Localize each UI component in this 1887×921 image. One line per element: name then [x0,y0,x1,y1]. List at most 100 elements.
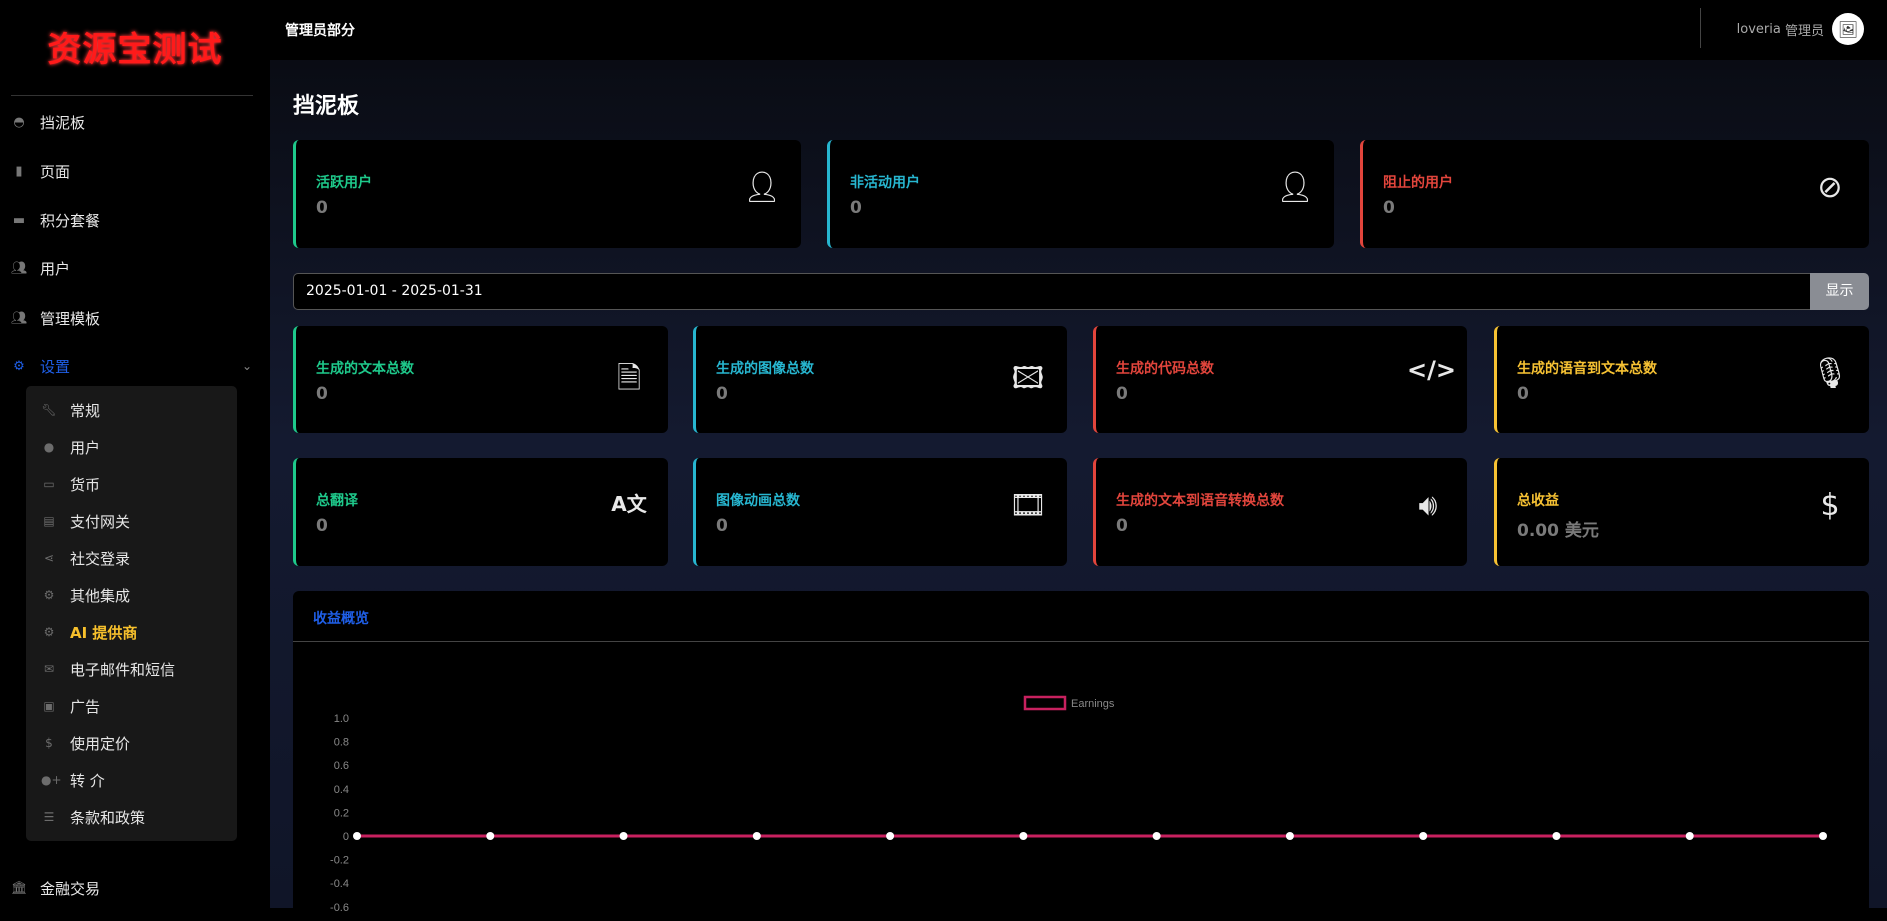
data-point[interactable] [1285,832,1294,840]
sidebar-item-dashboard[interactable]: ◓ 挡泥板 [0,104,262,140]
data-point[interactable] [619,832,628,840]
sidebar-item-label: 页面 [40,162,71,181]
money-bill-icon: ▭ [43,477,55,491]
data-point[interactable] [486,832,495,840]
bank-icon: 🏛︎ [11,880,28,896]
user-slash-icon: ⊘ [1817,170,1843,205]
sidebar-item-users[interactable]: 👥︎ 用户 [0,250,262,286]
chart-title: 收益概览 [313,611,369,627]
submenu-item-currency[interactable]: ▭ 货币 [26,468,237,500]
data-point[interactable] [1152,832,1161,840]
sidebar-item-label: 用户 [40,259,71,278]
y-tick-label: -0.4 [330,878,349,890]
gauge-icon: ◓ [13,114,25,130]
data-point[interactable] [353,832,361,840]
submenu-item-payment-gateways[interactable]: ▤ 支付网关 [26,505,237,537]
submenu-item-referral[interactable]: ●+ 转 介 [26,764,237,796]
sidebar-item-credit-packages[interactable]: ▬ 积分套餐 [0,202,262,238]
sidebar-item-admin-templates[interactable]: 👥︎ 管理模板 [0,300,262,336]
user-menu[interactable]: loveria 管理员 🖼︎ [1737,13,1864,45]
y-tick-label: 1.0 [334,713,349,725]
submenu-item-label: AI 提供商 [70,623,138,642]
stat-card-earnings: 总收益 0.00 美元 $ [1494,458,1869,566]
card-title: 生成的文本总数 [316,361,414,377]
sidebar-item-label: 挡泥板 [40,113,86,132]
card-value: 0 [316,198,328,218]
card-title: 生成的文本到语音转换总数 [1116,493,1284,509]
avatar[interactable]: 🖼︎ [1832,13,1864,45]
y-tick-label: 0.6 [334,760,349,772]
header-title: 管理员部分 [285,23,355,39]
blocked-users-card: 阻止的用户 0 ⊘ [1360,140,1869,248]
y-tick-label: 0.2 [334,807,349,819]
data-point[interactable] [886,832,895,840]
y-tick-label: 0 [343,831,349,843]
submenu-item-general[interactable]: 🔧︎ 常规 [26,394,237,426]
data-point[interactable] [1685,832,1694,840]
user-role: 管理员 [1784,23,1824,39]
data-point[interactable] [1419,832,1428,840]
card-value: 0 [1517,384,1529,404]
submenu-item-terms[interactable]: ☰ 条款和政策 [26,801,237,833]
y-tick-label: -0.2 [330,855,349,867]
submenu-item-label: 社交登录 [70,549,131,568]
logo[interactable]: 资源宝测试 [47,30,223,70]
data-point[interactable] [1019,832,1028,840]
stat-card-translations: 总翻译 0 A文 [293,458,668,566]
divider [11,95,253,96]
main-content: 挡泥板 活跃用户 0 👤︎ 非活动用户 0 👤︎ 阻止的用户 0 ⊘ 2025-… [270,60,1887,921]
submenu-item-label: 使用定价 [70,734,131,753]
card-title: 生成的图像总数 [716,361,814,377]
card-title: 图像动画总数 [716,493,800,509]
y-tick-label: 0.8 [334,737,349,749]
submenu-item-ai-providers[interactable]: ⚙ AI 提供商 [26,616,237,648]
submenu-item-ads[interactable]: ▣ 广告 [26,690,237,722]
card-value: 0 [1116,516,1128,536]
legend-swatch [1023,695,1067,711]
user-times-icon: 👤︎ [1275,170,1315,205]
language-icon: A文 [611,492,647,516]
sidebar: 资源宝测试 ◓ 挡泥板 ▮ 页面 ▬ 积分套餐 👥︎ 用户 👥︎ 管理模板 ⚙ 设置 ⌄ 🔧︎… [0,0,270,908]
submenu-item-integrations[interactable]: ⚙ 其他集成 [26,579,237,611]
share-icon: ⋖ [43,551,55,565]
user-name: loveria [1736,21,1781,37]
card-title: 生成的语音到文本总数 [1517,361,1657,377]
chevron-down-icon: ⌄ [241,359,252,373]
sidebar-item-settings[interactable]: ⚙ 设置 ⌄ [0,348,262,384]
date-range-input[interactable]: 2025-01-01 - 2025-01-31 [293,273,1811,310]
data-point[interactable] [1552,832,1561,840]
credit-card-icon: ▤ [43,514,55,528]
submenu-item-social-login[interactable]: ⋖ 社交登录 [26,542,237,574]
top-header: 管理员部分 loveria 管理员 🖼︎ [270,0,1887,60]
submenu-item-label: 用户 [70,438,101,457]
submenu-item-label: 转 介 [70,771,105,790]
user-plus-icon: ●+ [41,773,62,787]
sidebar-item-pages[interactable]: ▮ 页面 [0,153,262,189]
divider [293,641,1869,642]
gears-icon: ⚙ [13,358,25,374]
data-point[interactable] [1819,832,1827,840]
y-tick-label: 0.4 [334,784,349,796]
card-value: 0 [1116,384,1128,404]
submenu-item-pricing[interactable]: $ 使用定价 [26,727,237,759]
card-title: 总翻译 [316,493,358,509]
legend-label: Earnings [1071,698,1115,710]
submenu-item-label: 电子邮件和短信 [70,660,176,679]
card-value: 0 [1383,198,1395,218]
submenu-item-users[interactable]: ● 用户 [26,431,237,463]
show-button[interactable]: 显示 [1810,273,1869,310]
stat-card-text-to-speech: 生成的文本到语音转换总数 0 🔊︎ [1093,458,1467,566]
ad-icon: ▣ [43,699,55,713]
images-icon: 🖾︎ [1011,361,1045,396]
divider [1700,8,1701,48]
sidebar-item-transactions[interactable]: 🏛︎ 金融交易 [0,870,262,906]
submenu-item-email-sms[interactable]: ✉ 电子邮件和短信 [26,653,237,685]
data-point[interactable] [752,832,761,840]
hand-dollar-icon: $ [1820,488,1840,523]
users-icon: 👥︎ [11,310,28,326]
stat-card-text: 生成的文本总数 0 🗎︎ [293,326,668,433]
card-title: 生成的代码总数 [1116,361,1214,377]
sidebar-item-label: 管理模板 [40,309,101,328]
card-title: 阻止的用户 [1383,175,1453,191]
cog-icon: ⚙ [43,625,55,639]
